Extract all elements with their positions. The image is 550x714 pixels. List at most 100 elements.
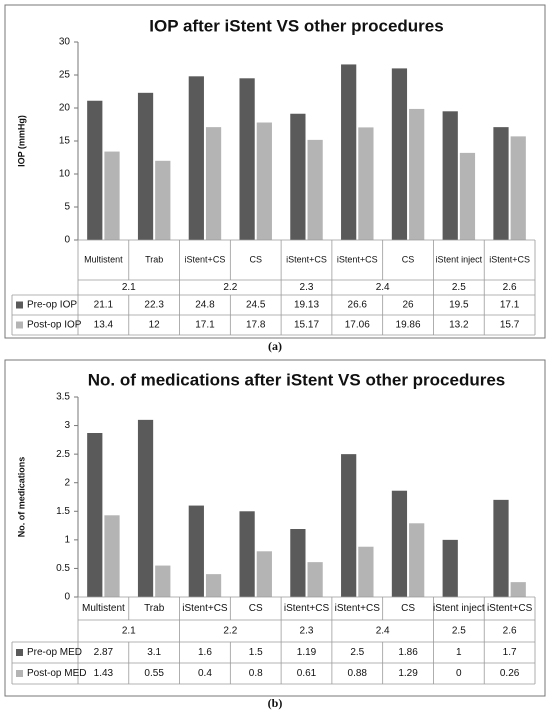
y-tick-label: 15 xyxy=(59,136,71,147)
bar xyxy=(391,490,408,597)
table-value: 19.13 xyxy=(294,300,319,311)
y-tick-label: 10 xyxy=(59,169,71,180)
chart-title: No. of medications after iStent VS other… xyxy=(88,370,506,389)
chart-title: IOP after iStent VS other procedures xyxy=(149,16,443,35)
y-tick-label: 30 xyxy=(59,37,71,48)
legend-swatch xyxy=(16,301,23,309)
x-tick-label: iStent+CS xyxy=(284,603,330,614)
group-label: 2.5 xyxy=(452,282,466,293)
bar xyxy=(104,515,120,597)
bar xyxy=(256,122,272,240)
table-value: 1.19 xyxy=(297,647,317,658)
x-tick-label: CS xyxy=(402,254,415,264)
x-tick-label: Multistent xyxy=(84,254,123,264)
bar xyxy=(290,113,306,240)
table-value: 17.8 xyxy=(246,320,266,331)
bar xyxy=(409,108,425,240)
group-label: 2.2 xyxy=(223,282,237,293)
table-value: 24.8 xyxy=(195,300,215,311)
table-value: 19.86 xyxy=(396,320,421,331)
y-tick-label: 2.5 xyxy=(56,449,70,460)
table-value: 17.1 xyxy=(195,320,215,331)
table-value: 12 xyxy=(149,320,161,331)
legend-label: Post-op MED xyxy=(27,668,86,679)
bar xyxy=(87,433,103,597)
legend-label: Pre-op MED xyxy=(27,647,82,658)
bar xyxy=(409,523,425,597)
group-label: 2.2 xyxy=(223,626,237,637)
table-value: 1.29 xyxy=(398,668,418,679)
bar xyxy=(341,454,357,597)
bar xyxy=(391,68,408,241)
y-tick-label: 1 xyxy=(64,534,70,545)
y-tick-label: 3 xyxy=(64,420,70,431)
table-value: 17.06 xyxy=(345,320,370,331)
group-label: 2.3 xyxy=(300,282,314,293)
y-axis-label: No. of medications xyxy=(16,457,26,538)
group-label: 2.5 xyxy=(452,626,466,637)
table-value: 19.5 xyxy=(449,300,469,311)
x-tick-label: iStent+CS xyxy=(286,254,327,264)
bar xyxy=(358,546,374,597)
caption: (b) xyxy=(268,696,283,710)
table-value: 1.7 xyxy=(503,647,517,658)
bar xyxy=(510,136,526,240)
y-tick-label: 0 xyxy=(64,235,70,246)
bar xyxy=(239,511,255,597)
bar xyxy=(493,499,509,597)
legend-swatch xyxy=(16,321,23,329)
x-tick-label: iStent+CS xyxy=(337,254,378,264)
bar xyxy=(442,111,458,240)
table-value: 22.3 xyxy=(144,300,164,311)
y-tick-label: 2 xyxy=(64,477,70,488)
table-value: 3.1 xyxy=(147,647,161,658)
legend-swatch xyxy=(16,649,23,656)
table-value: 2.5 xyxy=(350,647,364,658)
bar xyxy=(205,574,222,597)
table-value: 1.86 xyxy=(398,647,418,658)
x-tick-label: iStent+CS xyxy=(185,254,226,264)
y-tick-label: 5 xyxy=(64,202,70,213)
group-label: 2.4 xyxy=(376,626,390,637)
bar xyxy=(155,565,171,597)
legend-label: Pre-op IOP xyxy=(27,300,77,311)
table-value: 13.2 xyxy=(449,320,469,331)
x-tick-label: CS xyxy=(249,254,262,264)
group-label: 2.6 xyxy=(503,282,517,293)
group-label: 2.6 xyxy=(503,626,517,637)
bar xyxy=(205,127,222,240)
x-tick-label: Trab xyxy=(145,254,163,264)
table-value: 0.8 xyxy=(249,668,263,679)
group-label: 2.3 xyxy=(300,626,314,637)
table-value: 0.88 xyxy=(348,668,368,679)
table-value: 0 xyxy=(456,668,462,679)
y-axis-label: IOP (mmHg) xyxy=(16,115,26,167)
table-value: 1 xyxy=(456,647,462,658)
bar xyxy=(459,152,476,240)
x-tick-label: CS xyxy=(401,603,415,614)
bar xyxy=(341,64,357,240)
bar xyxy=(442,539,458,597)
caption: (a) xyxy=(268,339,282,353)
table-value: 2.87 xyxy=(94,647,114,658)
x-tick-label: CS xyxy=(249,603,263,614)
bar xyxy=(188,76,204,240)
bar xyxy=(307,562,323,597)
bar xyxy=(87,100,103,241)
table-value: 1.6 xyxy=(198,647,212,658)
table-value: 0.26 xyxy=(500,668,520,679)
group-label: 2.1 xyxy=(122,626,136,637)
table-value: 26 xyxy=(402,300,414,311)
y-tick-label: 0 xyxy=(64,592,70,603)
table-value: 1.5 xyxy=(249,647,263,658)
bar xyxy=(290,529,306,597)
table-value: 24.5 xyxy=(246,300,266,311)
y-tick-label: 25 xyxy=(59,70,71,81)
legend-swatch xyxy=(16,670,23,677)
group-label: 2.4 xyxy=(376,282,390,293)
x-tick-label: Trab xyxy=(144,603,165,614)
bar xyxy=(239,78,255,240)
chart-frame xyxy=(4,359,546,697)
bar xyxy=(104,151,120,240)
